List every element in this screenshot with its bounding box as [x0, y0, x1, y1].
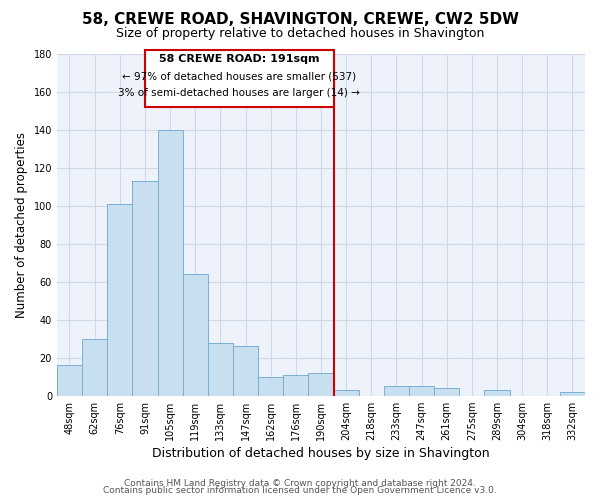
Bar	[258, 376, 283, 396]
Bar	[158, 130, 182, 396]
Bar	[107, 204, 133, 396]
Bar	[233, 346, 258, 396]
Text: Size of property relative to detached houses in Shavington: Size of property relative to detached ho…	[116, 28, 484, 40]
Text: ← 97% of detached houses are smaller (537): ← 97% of detached houses are smaller (53…	[122, 72, 356, 82]
Bar	[283, 375, 308, 396]
FancyBboxPatch shape	[145, 50, 334, 108]
Text: 58, CREWE ROAD, SHAVINGTON, CREWE, CW2 5DW: 58, CREWE ROAD, SHAVINGTON, CREWE, CW2 5…	[82, 12, 518, 28]
Y-axis label: Number of detached properties: Number of detached properties	[15, 132, 28, 318]
Text: 3% of semi-detached houses are larger (14) →: 3% of semi-detached houses are larger (1…	[118, 88, 360, 99]
Bar	[484, 390, 509, 396]
Bar	[133, 182, 158, 396]
Text: Contains public sector information licensed under the Open Government Licence v3: Contains public sector information licen…	[103, 486, 497, 495]
Bar	[560, 392, 585, 396]
Bar	[434, 388, 459, 396]
Text: Contains HM Land Registry data © Crown copyright and database right 2024.: Contains HM Land Registry data © Crown c…	[124, 478, 476, 488]
Text: 58 CREWE ROAD: 191sqm: 58 CREWE ROAD: 191sqm	[159, 54, 319, 64]
Bar	[308, 373, 334, 396]
Bar	[57, 366, 82, 396]
X-axis label: Distribution of detached houses by size in Shavington: Distribution of detached houses by size …	[152, 447, 490, 460]
Bar	[334, 390, 359, 396]
Bar	[409, 386, 434, 396]
Bar	[82, 339, 107, 396]
Bar	[182, 274, 208, 396]
Bar	[384, 386, 409, 396]
Bar	[208, 342, 233, 396]
